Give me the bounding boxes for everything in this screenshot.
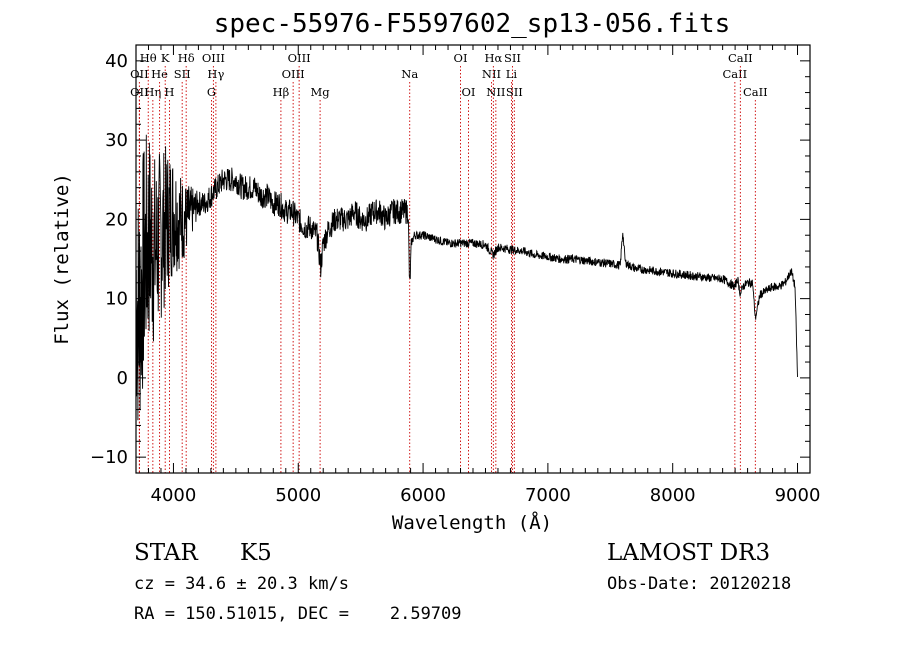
x-tick-label: 8000 [650, 485, 696, 506]
x-tick-label: 7000 [525, 485, 571, 506]
x-tick-label: 9000 [775, 485, 821, 506]
line-marker-label: G [207, 85, 216, 99]
line-marker-label: Li [506, 67, 518, 81]
axis-ticks: 4000 5000 6000 7000 8000 9000 −10 0 10 20 30 40 [90, 44, 821, 506]
line-marker-label: He [151, 67, 168, 81]
x-tick-label: 5000 [275, 485, 321, 506]
line-marker-label: Hη [144, 85, 161, 99]
line-marker-label: SII [174, 67, 191, 81]
line-marker-label: Hδ [178, 51, 195, 65]
line-marker-label: OI [462, 85, 476, 99]
object-class: STAR [134, 540, 198, 566]
line-marker-label: OIII [202, 51, 225, 65]
y-tick-label: 10 [105, 289, 128, 310]
spectrum-line [135, 134, 798, 421]
y-tick-label: 40 [105, 51, 128, 72]
x-tick-label: 4000 [151, 485, 197, 506]
line-marker-label: OIII [288, 51, 311, 65]
spectrum-series [135, 134, 798, 421]
y-tick-label: −10 [90, 447, 128, 468]
line-marker-label: CaII [743, 85, 768, 99]
ra-dec-coordinates: RA = 150.51015, DEC = 2.59709 [134, 604, 462, 624]
line-marker-label: H [164, 85, 174, 99]
line-marker-label: Na [401, 67, 418, 81]
x-tick-label: 6000 [400, 485, 446, 506]
y-tick-label: 30 [105, 130, 128, 151]
line-marker-label: NII [486, 85, 505, 99]
line-marker-label: CaII [728, 51, 753, 65]
line-marker-label: Hθ [140, 51, 157, 65]
line-marker-label: Hβ [273, 85, 290, 99]
y-tick-label: 0 [117, 368, 128, 389]
y-tick-label: 20 [105, 209, 128, 230]
redshift-cz: cz = 34.6 ± 20.3 km/s [134, 574, 349, 594]
line-marker-label: K [161, 51, 170, 65]
chart-title: spec-55976-F5597602_sp13-056.fits [214, 9, 731, 39]
x-axis-label: Wavelength (Å) [392, 511, 552, 534]
line-marker-label: SII [506, 85, 523, 99]
line-marker-label: CaII [722, 67, 747, 81]
survey-name: LAMOST DR3 [607, 540, 771, 566]
line-marker-label: NII [482, 67, 501, 81]
object-subclass: K5 [240, 540, 272, 566]
line-marker-label: Mg [311, 85, 331, 99]
plot-frame [135, 44, 811, 474]
observation-date: Obs-Date: 20120218 [607, 574, 792, 594]
line-marker-label: SII [504, 51, 521, 65]
line-marker-label: OI [454, 51, 468, 65]
line-marker-label: OII [130, 67, 149, 81]
line-marker-label: OII [130, 85, 149, 99]
y-axis-label: Flux (relative) [51, 173, 73, 345]
line-marker-label: Hγ [207, 67, 224, 81]
line-marker-label: OIII [282, 67, 305, 81]
line-marker-label: Hα [484, 51, 502, 65]
